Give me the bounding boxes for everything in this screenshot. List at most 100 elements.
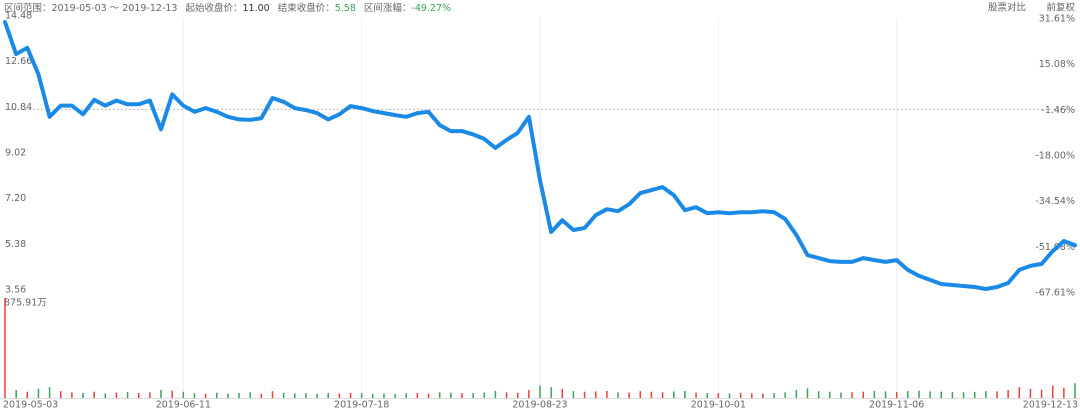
volume-bar [806,388,809,398]
volume-bar [884,391,887,398]
volume-bar [539,385,541,398]
volume-bar [840,392,842,398]
y-tick-label: 12.66 [5,56,32,67]
volume-bar [26,391,29,398]
volume-bar [48,387,51,398]
volume-bar [1007,390,1009,398]
volume-bar [383,393,385,398]
volume-bar [606,390,608,398]
volume-bar [338,393,341,398]
volume-bar [717,393,720,398]
volume-bar [238,392,240,398]
volume-bar [561,388,564,398]
volume-bar [728,393,731,398]
volume-bar [93,391,95,398]
volume-bar [929,391,931,398]
volume-bar [706,392,708,398]
volume-bar [550,387,552,398]
x-tick-label: 2019-06-11 [156,400,211,411]
volume-bar [483,392,486,398]
volume-bar [193,393,196,398]
volume-bar [661,392,664,398]
volume-bar [795,390,798,398]
y-tick-label: 10.84 [5,102,32,113]
volume-bar [59,391,62,398]
volume-tick-label: 875.91万 [4,298,47,309]
volume-bar [182,391,185,398]
volume-bar [895,392,898,398]
volume-bar [271,391,274,398]
y-tick-label: 5.38 [5,239,26,250]
x-tick-label: 2019-05-03 [3,400,58,411]
volume-bar [149,392,151,398]
volume-bar [160,390,162,398]
y-tick-label: 7.20 [5,193,26,204]
y2-tick-label: 31.61% [1039,14,1075,25]
volume-bar [171,390,173,398]
volume-bar [438,392,441,398]
volume-bar [1063,387,1065,398]
price-line [3,20,1077,291]
x-tick-label: 2019-10-01 [691,400,746,411]
start-price: 11.00 [243,3,270,14]
y2-tick-label: -1.46% [1041,105,1075,116]
volume-bar [684,390,686,398]
volume-bar [4,298,6,398]
volume-bar [862,391,864,398]
volume-bar [1018,387,1021,398]
volume-bar [126,392,129,398]
x-tick-label: 2019-11-06 [869,400,924,411]
y-tick-label: 14.48 [5,11,32,22]
volume-bar [461,393,463,398]
start-label: 起始收盘价： [185,2,242,14]
range-text: 2019-05-03 ～ 2019-12-13 [52,3,178,14]
volume-bar [985,391,987,398]
volume-bar [628,392,630,398]
change-label: 区间涨幅： [364,2,412,14]
volume-bar [907,391,909,398]
change: -49.27% [411,3,451,14]
volume-bar [282,392,285,398]
volume-bar [505,392,508,398]
volume-bar [227,393,229,398]
volume-bar [951,392,954,398]
volume-bar [15,390,17,398]
range-label-text: 区间范围： [4,2,52,14]
volume-bar [138,392,140,398]
volume-bar [115,392,118,398]
volume-bar [349,392,352,398]
volume-bar [918,390,920,398]
volume-bar [316,393,318,398]
volume-bar [973,391,976,398]
volume-bar [673,391,675,398]
volume-bar [427,393,430,398]
volume-bar [829,391,831,398]
compare-button[interactable]: 股票对比 [988,2,1026,14]
volume-bar [372,393,374,398]
adjust-button[interactable]: 前复权 [1046,2,1075,14]
volume-bar [104,393,107,398]
volume-bar [1040,389,1043,398]
volume-bar [851,392,853,398]
x-tick-label: 2019-07-18 [334,400,389,411]
volume-bar [940,391,942,398]
volume-bar [873,390,876,398]
volume-bar [583,391,586,398]
volume-bar [260,393,263,398]
volume-bar [82,392,84,398]
y2-tick-label: 15.08% [1039,59,1075,70]
volume-bar [773,392,775,398]
volume-bar [494,390,497,398]
volume-bar [216,392,218,398]
end-label: 结束收盘价： [278,2,335,14]
range-label: 区间范围：2019-05-03 ～ 2019-12-13 起始收盘价：11.00 结… [4,2,451,14]
volume-bar [817,391,820,398]
y-tick-label: 3.56 [5,285,26,296]
x-tick-label: 2019-12-13 [1023,400,1078,411]
volume-bar [1051,385,1054,398]
volume-bar [327,392,329,398]
volume-bar [594,391,597,398]
volume-bar [784,392,786,398]
volume-bar [37,388,40,398]
volume-bar [516,392,519,398]
